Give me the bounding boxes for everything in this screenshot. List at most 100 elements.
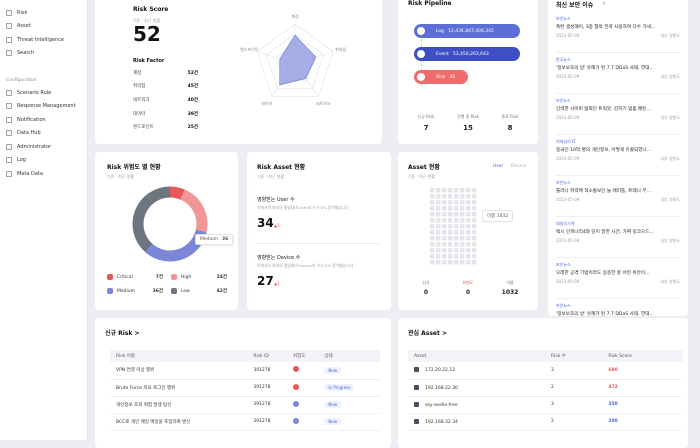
news-meta: 2023-05-09 내부 영향도 [556, 279, 680, 285]
legend-value: 7건 [155, 275, 163, 280]
table-row[interactable]: BCC로 개인 메일 메일을 포함하여 발신 391278 New [110, 413, 380, 431]
donut-slice-high[interactable] [180, 189, 208, 233]
toggle-device[interactable]: Device [511, 164, 527, 169]
asset-dot [472, 212, 477, 217]
news-category: 보안뉴스 [556, 262, 571, 267]
donut-slice-critical[interactable] [169, 186, 185, 200]
asset-risk-score-cell: 280 [602, 413, 683, 431]
news-impact: 내부 영향도 [660, 238, 680, 243]
asset-name-cell: sky-asello-free [408, 396, 545, 414]
news-title[interactable]: 최신 보안 이슈 [556, 2, 594, 9]
asset-dot [436, 218, 441, 223]
sidebar-item-asset[interactable]: Asset [0, 20, 87, 34]
legend-value: 42건 [216, 289, 227, 294]
table-row[interactable]: 192.168.32.34 2 280 [408, 413, 683, 431]
asset-dot [448, 254, 453, 259]
news-item[interactable]: 데일리시큐 택시 인피나리4와 당이 말한 사건, 가짜 링크으드... 2023-… [556, 217, 680, 258]
table-row[interactable]: 개인정보 조회 위험 발생 탐신 391278 New [110, 396, 380, 414]
pipeline-stat-label: 신규 Risk [417, 114, 435, 119]
asset-dot [430, 206, 435, 211]
sidebar-item-label: Risk [17, 9, 28, 16]
risk-level-cell [286, 362, 319, 380]
new-risk-col-header: 상태 [318, 350, 380, 362]
asset-dot [472, 218, 477, 223]
asset-stat-value: 0 [423, 289, 429, 296]
table-row[interactable]: VPN 연결 이상 행위 391278 New [110, 362, 380, 380]
legend-item-critical: Critical 7건 [107, 274, 163, 280]
pill-label: Log [436, 28, 445, 34]
risk-asset-table-title[interactable]: 관심 Asset > [408, 330, 447, 337]
news-category: 이데일리 IT [556, 139, 576, 144]
asset-dot [460, 206, 465, 211]
sidebar-item-scenario-rule[interactable]: Scenario Rule [0, 86, 87, 100]
news-chevron-icon[interactable]: › [603, 0, 606, 7]
donut-slice-low[interactable] [132, 186, 171, 253]
toggle-user[interactable]: User [493, 164, 504, 169]
sidebar-item-response-management[interactable]: Response Management [0, 100, 87, 114]
asset-dot [436, 212, 441, 217]
asset-dot [460, 224, 465, 229]
asset-dot [466, 206, 471, 211]
asset-name: 172.20.22.12 [425, 368, 456, 374]
risk-id-cell: 391278 [247, 362, 287, 380]
news-impact: 내부 영향도 [660, 33, 680, 38]
table-row[interactable]: 172.20.22.12 3 680 [408, 362, 683, 380]
asset-dot [442, 224, 447, 229]
donut-slice-medium[interactable] [145, 229, 207, 262]
news-meta: 2023-05-09 내부 영향도 [556, 74, 680, 80]
sidebar-item-search[interactable]: Search [0, 47, 87, 61]
news-item[interactable]: 보안뉴스 툴러나 취약매 적소통보인 늘 에러틀, 트레니 부... 2023-05… [556, 176, 680, 217]
asset-name-cell: 192.168.22.30 [408, 379, 545, 397]
pipeline-pill-risk[interactable]: Risk 30 [414, 70, 468, 84]
legend-swatch [171, 288, 177, 294]
asset-dot [466, 230, 471, 235]
news-item[interactable]: 보안뉴스 폭탄 생성해어, 3종 협박 전략 사용하여 다수 가세... 2023-… [556, 12, 680, 53]
asset-dot [442, 188, 447, 193]
sidebar-item-data-hub[interactable]: Data Hub [0, 127, 87, 141]
news-item[interactable]: 보안뉴스 오래한 공격 기법이라도 응용한 할 어떤 위안이... 2023-05-… [556, 258, 680, 299]
risk-asset-card: Risk Asset 현황 기준 : 최근 현황 영향받는 User 수 이에서… [247, 152, 391, 310]
sidebar-item-threat-intelligence[interactable]: Threat Intelligence [0, 33, 87, 47]
pipeline-pill-event[interactable]: Event 53,450,263,643 [414, 47, 520, 61]
table-row[interactable]: 192.168.22.30 2 472 [408, 379, 683, 397]
asset-dot [448, 206, 453, 211]
sidebar-item-log[interactable]: Log [0, 154, 87, 168]
news-list: 보안뉴스 폭탄 생성해어, 3종 협박 전략 사용하여 다수 가세... 2023-… [556, 12, 680, 340]
asset-stat: 이름 1032 [492, 280, 528, 296]
news-meta: 2023-05-09 내부 영향도 [556, 33, 680, 39]
table-row[interactable]: Brute Force 지요 로그인 행위 391278 In Progress [110, 379, 380, 397]
asset-dot [430, 218, 435, 223]
news-item[interactable]: 한국뉴스 '정보보호의 날' 유례가 된 7.7 DDoS 사태, 한대... 20… [556, 53, 680, 94]
asset-dot [472, 260, 477, 265]
asset-dot-grid [430, 188, 477, 265]
new-risk-table: Risk 이름 Risk ID 위험도 상태 VPN 연결 이상 행위 391278 Ne… [110, 350, 380, 431]
risk-asset-divider [257, 243, 381, 244]
asset-dot [466, 200, 471, 205]
status-badge: In Progress [324, 384, 355, 391]
risk-icon [6, 9, 12, 16]
asset-dot [430, 200, 435, 205]
news-item[interactable]: 보안뉴스 강력한 사이버 범죄단 트릭봇, 감지기 멈춤 배틴... 2023-05… [556, 94, 680, 135]
news-item[interactable]: 이데일리 IT 중국인 10억 명의 개인정보, 어떻게 유출되었나... 2023… [556, 135, 680, 176]
sidebar-item-notification[interactable]: Notification [0, 113, 87, 127]
sidebar-item-risk[interactable]: Risk [0, 6, 87, 20]
asset-dot [466, 218, 471, 223]
news-meta: 2023-05-09 내부 영향도 [556, 197, 680, 203]
risk-grade-card: Risk 위험도 별 현황 기준 : 최근 현황 Medium 36 Criti… [95, 152, 238, 310]
asset-risk-score-cell: 350 [602, 396, 683, 414]
table-row[interactable]: sky-asello-free 3 350 [408, 396, 683, 414]
news-headline: 강력한 사이버 범죄단 트릭봇, 감지기 멈춤 배틴... [556, 107, 651, 112]
new-risk-title[interactable]: 신규 Risk > [105, 330, 140, 337]
sidebar-item-administrator[interactable]: Administrator [0, 140, 87, 154]
risk-factor-name: 취약점 [133, 84, 146, 90]
asset-dot [430, 248, 435, 253]
log-icon [416, 26, 426, 36]
asset-dot [442, 236, 447, 241]
asset-dot [436, 242, 441, 247]
user-count-label: 영향받는 User 수 [257, 197, 295, 203]
risk-grade-donut [132, 186, 208, 262]
pipeline-pill-log[interactable]: Log 12,434,847,404,345 [414, 24, 520, 38]
asset-dot [436, 236, 441, 241]
sidebar-item-meta-data[interactable]: Meta Data [0, 167, 87, 181]
radar-label: 계정 [291, 13, 299, 19]
